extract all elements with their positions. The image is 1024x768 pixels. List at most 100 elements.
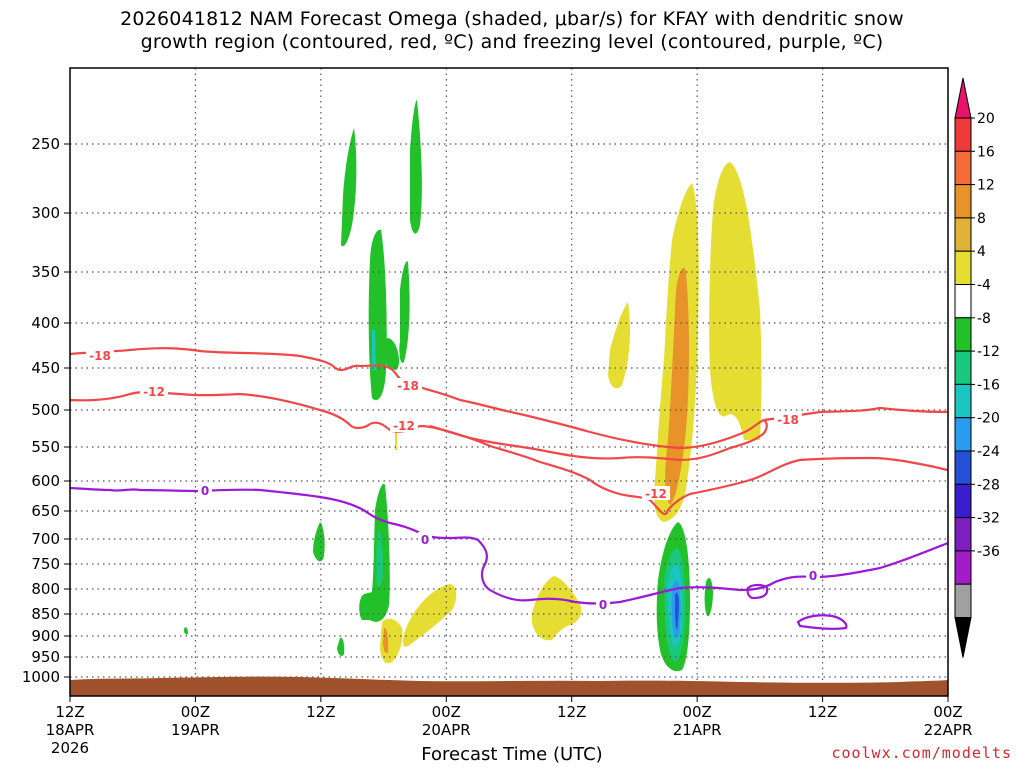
plot-frame [69, 67, 949, 697]
omega-shade-neg [376, 529, 383, 587]
colorbar-swatch [954, 417, 972, 452]
colorbar: 20 16 12 8 4 -4 -8 -12 -16 -20 -24 -28 -32 -36 [954, 77, 1000, 658]
omega-shade-neg [368, 229, 387, 401]
y-tick-label: 400 [31, 314, 60, 332]
omega-shade-neg [359, 483, 390, 622]
y-tick-label: 500 [31, 401, 60, 419]
omega-shade-neg [675, 592, 679, 630]
colorbar-label: -32 [977, 511, 1000, 527]
colorbar-swatch [954, 517, 972, 552]
x-tick-date: 21APR [673, 721, 722, 739]
x-tick-label: 00Z [181, 703, 210, 721]
x-tick-date: 20APR [422, 721, 471, 739]
colorbar-label: 12 [977, 178, 995, 194]
x-tick-label: 12Z [557, 703, 586, 721]
colorbar-swatch [954, 184, 972, 219]
colorbar-label: 4 [977, 244, 986, 260]
contour-label-dgz-lower: -12 [645, 487, 667, 501]
colorbar-top-arrow [954, 77, 972, 119]
colorbar-swatch [954, 550, 972, 585]
omega-shade-neg [313, 522, 325, 562]
colorbar-swatch [954, 350, 972, 385]
chart-title-line2: growth region (contoured, red, ºC) and f… [140, 31, 884, 53]
colorbar-label: 16 [977, 144, 995, 160]
x-tick-date: 22APR [924, 721, 973, 739]
colorbar-swatch [954, 483, 972, 519]
omega-shade-neg [372, 330, 376, 370]
colorbar-swatch [954, 284, 972, 319]
omega-shade-pos [532, 576, 582, 641]
x-tick-date: 19APR [171, 721, 220, 739]
freezing-level-contour [70, 486, 948, 605]
contour-label-freezing: 0 [809, 569, 817, 583]
chart-title-line1: 2026041812 NAM Forecast Omega (shaded, μ… [120, 8, 904, 30]
omega-shade-neg [410, 100, 422, 234]
omega-shading [183, 100, 762, 672]
y-tick-label: 300 [31, 204, 60, 222]
y-tick-label: 700 [31, 530, 60, 548]
y-tick-label: 350 [31, 263, 60, 281]
colorbar-label: -20 [977, 411, 1000, 427]
colorbar-label: -4 [977, 278, 991, 294]
colorbar-label: -12 [977, 344, 1000, 360]
y-tick-label: 550 [31, 438, 60, 456]
y-axis: 250 300 350 400 450 500 550 600 650 700 750 800 850 9… [22, 135, 70, 686]
x-axis-label: Forecast Time (UTC) [421, 744, 603, 765]
y-tick-label: 250 [31, 135, 60, 153]
colorbar-swatch [954, 450, 972, 485]
omega-shade-neg [704, 577, 713, 617]
omega-shade-pos [709, 162, 762, 440]
credit-text: coolwx.com/modelts [831, 744, 1012, 762]
x-tick-label: 00Z [682, 703, 711, 721]
y-tick-label: 850 [31, 605, 60, 623]
omega-shade-neg [341, 128, 357, 247]
omega-shade-neg [384, 338, 400, 370]
chart-grid [70, 68, 948, 696]
contour-label-dgz-upper: -18 [397, 379, 419, 393]
contour-label-dgz-upper: -18 [777, 413, 799, 427]
y-tick-label: 1000 [22, 668, 60, 686]
colorbar-label: -16 [977, 377, 1000, 393]
colorbar-swatch [954, 250, 972, 285]
colorbar-swatch [954, 317, 972, 352]
y-tick-label: 600 [31, 472, 60, 490]
colorbar-swatch [954, 150, 972, 186]
omega-shade-neg [183, 627, 189, 635]
contour-label-dgz-upper: -18 [89, 349, 111, 363]
colorbar-label: -28 [977, 477, 1000, 493]
y-tick-label: 900 [31, 627, 60, 645]
colorbar-label: -36 [977, 544, 1000, 560]
x-tick-label: 12Z [808, 703, 837, 721]
dgz-contour-minus12 [429, 424, 948, 516]
dgz-contour-minus18 [70, 347, 948, 450]
contour-label-freezing: 0 [599, 598, 607, 612]
y-tick-label: 750 [31, 555, 60, 573]
colorbar-swatch [954, 217, 972, 252]
omega-shade-pos [383, 627, 389, 654]
freezing-level-contour [746, 583, 769, 600]
colorbar-label: 8 [977, 211, 986, 227]
omega-shade-pos [608, 302, 630, 389]
x-tick-date: 18APR [46, 721, 95, 739]
omega-shade-pos [402, 584, 457, 647]
y-tick-label: 950 [31, 648, 60, 666]
colorbar-label: 20 [977, 111, 995, 127]
omega-shade-pos [665, 267, 689, 505]
colorbar-bottom-arrow [954, 617, 972, 658]
x-tick-label: 00Z [432, 703, 461, 721]
terrain-surface [70, 676, 948, 696]
contour-label-freezing: 0 [201, 484, 209, 498]
x-tick-label: 12Z [306, 703, 335, 721]
colorbar-swatch [954, 117, 972, 152]
colorbar-label: -24 [977, 444, 1000, 460]
omega-shade-pos [395, 430, 397, 450]
x-tick-label: 00Z [933, 703, 962, 721]
x-tick-label: 12Z [55, 703, 84, 721]
contour-label-freezing: 0 [421, 533, 429, 547]
colorbar-swatch [954, 383, 972, 419]
contour-label-dgz-lower: -12 [393, 419, 415, 433]
omega-shade-neg [337, 637, 345, 656]
contour-label-dgz-lower: -12 [143, 385, 165, 399]
